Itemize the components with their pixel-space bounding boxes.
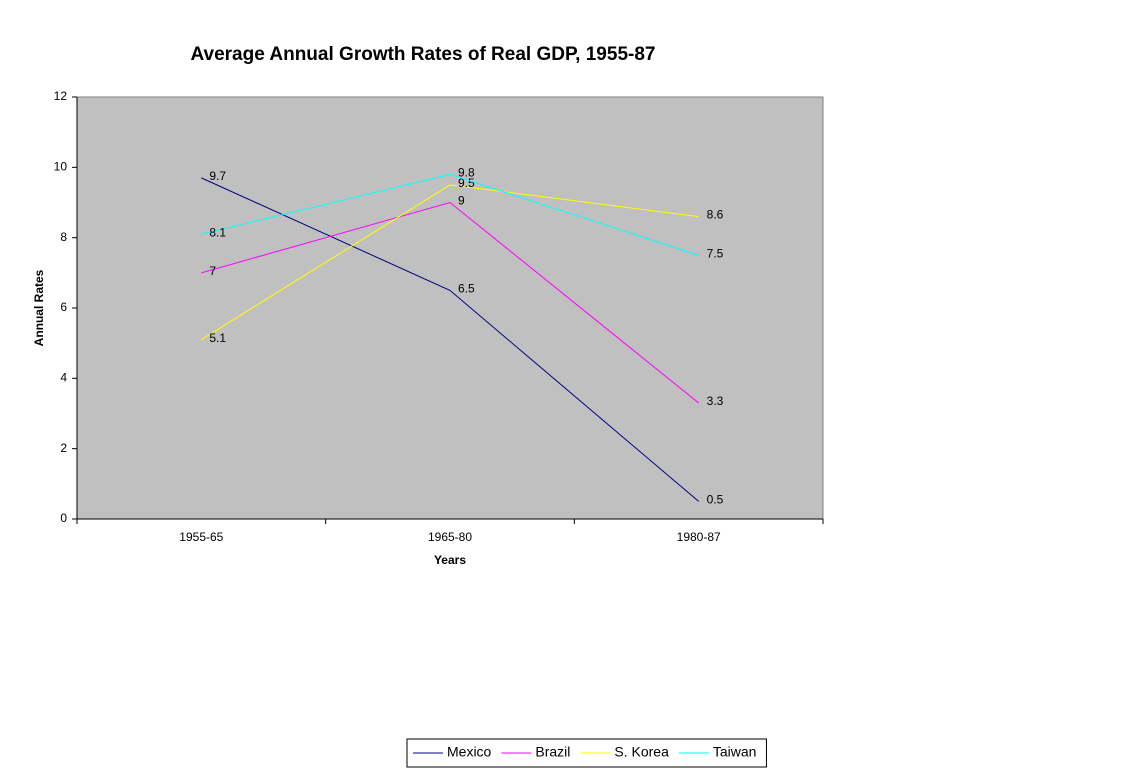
data-label: 8.6 — [707, 208, 724, 222]
legend: Mexico Brazil S. Korea Taiwan — [406, 738, 767, 768]
data-label: 9.7 — [209, 169, 226, 183]
y-tick-label: 8 — [60, 230, 67, 244]
data-label: 5.1 — [209, 331, 226, 345]
legend-label: Mexico — [447, 744, 492, 760]
x-tick-label: 1980-87 — [677, 530, 721, 544]
legend-label: Brazil — [535, 744, 570, 760]
data-label: 0.5 — [707, 493, 724, 507]
plot-area — [76, 96, 824, 520]
data-label: 9.5 — [458, 176, 475, 190]
data-label: 9.8 — [458, 166, 475, 180]
y-tick-label: 6 — [60, 300, 67, 314]
y-tick-label: 10 — [54, 160, 68, 174]
series-line — [201, 201, 699, 404]
y-axis-title: Annual Rates — [32, 269, 46, 346]
x-axis-title: Years — [434, 553, 466, 567]
x-tick-label: 1955-65 — [179, 530, 223, 544]
data-label: 7.5 — [707, 246, 724, 260]
series-line — [201, 184, 699, 341]
y-tick-label: 2 — [60, 441, 67, 455]
y-tick-label: 4 — [60, 371, 67, 385]
chart-title: Average Annual Growth Rates of Real GDP,… — [191, 44, 656, 65]
data-label: 6.5 — [458, 282, 475, 296]
data-label: 7 — [209, 264, 216, 278]
y-tick-label: 0 — [60, 511, 67, 525]
data-label: 8.1 — [209, 225, 226, 239]
series-line — [201, 177, 699, 502]
legend-label: S. Korea — [614, 744, 669, 760]
x-tick-label: 1965-80 — [428, 530, 472, 544]
series-line — [201, 173, 699, 256]
legend-label: Taiwan — [713, 744, 757, 760]
data-label: 9 — [458, 194, 465, 208]
data-label: 3.3 — [707, 394, 724, 408]
y-tick-label: 12 — [54, 89, 68, 103]
